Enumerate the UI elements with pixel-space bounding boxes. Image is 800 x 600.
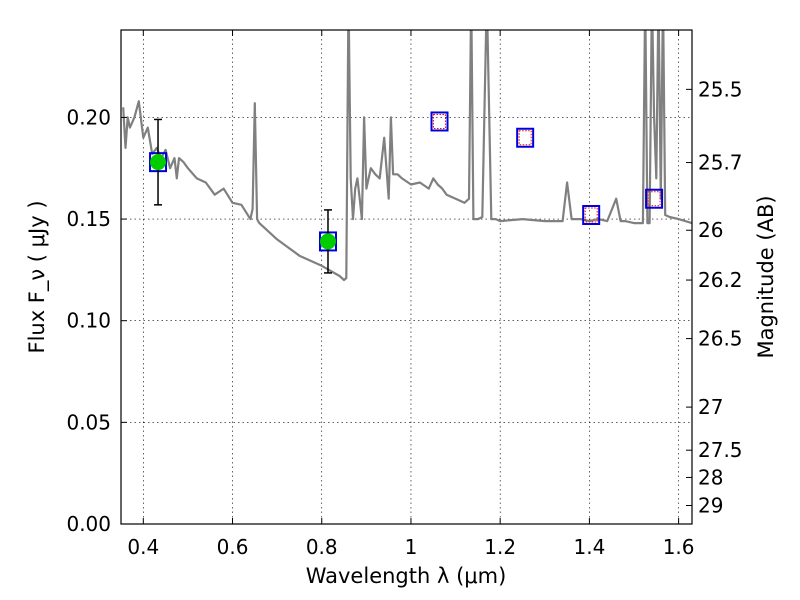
observed-point [319, 233, 336, 250]
markers-layer [149, 111, 664, 274]
x-tick-label: 0.8 [306, 535, 338, 559]
model-photometry-square [430, 111, 449, 132]
x-tick-label: 1.6 [663, 535, 695, 559]
model-photometry-square [645, 188, 664, 209]
grid-lines [121, 30, 692, 524]
y-tick-label: 0.15 [66, 207, 111, 231]
model-photometry-square [582, 204, 601, 225]
y2-tick-label: 26.2 [698, 268, 743, 292]
y-tick-label: 0.20 [66, 105, 111, 129]
x-tick-label: 0.4 [127, 535, 159, 559]
series-layer [122, 30, 692, 282]
predicted-photometry-square [647, 191, 661, 207]
predicted-photometry-square [433, 113, 447, 129]
y2-tick-label: 29 [698, 494, 723, 518]
predicted-photometry-square [584, 207, 598, 223]
spectrum-line [122, 30, 692, 282]
y-tick-label: 0.05 [66, 410, 111, 434]
x-tick-label: 1 [405, 535, 418, 559]
y2-tick-label: 27.5 [698, 438, 743, 462]
y2-tick-label: 26.5 [698, 327, 743, 351]
y-tick-label: 0.00 [66, 512, 111, 536]
x-tick-label: 1.2 [484, 535, 516, 559]
plot-frame [120, 29, 693, 525]
tick-layer: 0.4 0.6 0.8 1 1.2 1.4 1.6 0.00 0.05 0.10 0.15 0.20 2… [66, 30, 743, 559]
y2-tick-label: 28 [698, 465, 723, 489]
y2-tick-label: 25.5 [698, 77, 743, 101]
x-axis-label: Wavelength λ (μm) [306, 564, 507, 588]
y2-tick-label: 27 [698, 395, 723, 419]
y2-tick-label: 26 [698, 218, 723, 242]
x-tick-label: 0.6 [217, 535, 249, 559]
x-tick-label: 1.4 [573, 535, 605, 559]
observed-point [150, 154, 167, 171]
predicted-photometry-square [518, 130, 532, 146]
model-photometry-square [516, 127, 535, 148]
y2-tick-label: 25.7 [698, 151, 743, 175]
y-axis-label: Flux F_ν ( μJy ) [25, 200, 50, 353]
y2-axis-label: Magnitude (AB) [754, 195, 778, 358]
y-tick-label: 0.10 [66, 309, 111, 333]
